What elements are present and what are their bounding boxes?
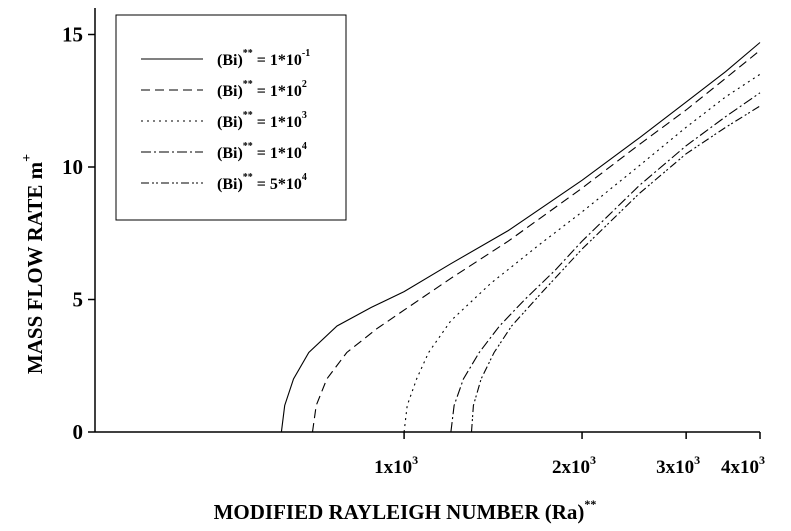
y-axis: 0 5 10 15 (62, 23, 95, 444)
x-tick-base: 3x10 (656, 457, 694, 478)
x-tick-label: 3x103 (656, 453, 700, 478)
x-axis: 1x103 2x103 3x103 4x103 (374, 432, 765, 478)
x-tick-exponent: 3 (412, 453, 418, 467)
plot-frame (94, 8, 760, 433)
y-axis-label-main: MASS FLOW RATE m (23, 161, 47, 374)
legend-label-main: (Bi) (217, 114, 243, 131)
x-tick-exponent: 3 (694, 453, 700, 467)
x-tick-base: 2x10 (552, 457, 590, 478)
legend-label-sup: ** (243, 79, 253, 90)
series-line-3 (403, 73, 761, 433)
legend-label-exp: 3 (302, 110, 307, 121)
legend-label-exp: 4 (302, 141, 307, 152)
legend-label-1: (Bi)** = 1*10-1 (217, 48, 310, 69)
legend-label-sup: ** (243, 141, 253, 152)
legend-label-3: (Bi)** = 1*103 (217, 110, 307, 131)
x-tick-label: 2x103 (552, 453, 596, 478)
legend-label-exp: -1 (302, 48, 310, 59)
series-line-2 (311, 49, 761, 433)
x-axis-label-sup: ** (584, 497, 596, 511)
legend-label-eq: = 1*10 (253, 145, 302, 162)
x-tick-label: 4x103 (721, 453, 765, 478)
legend-label-main: (Bi) (217, 52, 243, 69)
legend-label-main: (Bi) (217, 176, 243, 193)
y-axis-label: MASS FLOW RATE m+ (20, 154, 47, 374)
legend-label-5: (Bi)** = 5*104 (217, 172, 307, 193)
series-line-4 (450, 92, 761, 433)
y-tick-label: 10 (62, 155, 83, 179)
legend: (Bi)** = 1*10-1(Bi)** = 1*102(Bi)** = 1*… (115, 14, 347, 221)
y-axis-label-sup: + (20, 154, 35, 162)
legend-label-exp: 4 (302, 172, 307, 183)
legend-label-sup: ** (243, 110, 253, 121)
series-line-1 (280, 42, 761, 433)
legend-label-eq: = 1*10 (253, 52, 302, 69)
x-tick-label: 1x103 (374, 453, 418, 478)
legend-label-eq: = 5*10 (253, 176, 302, 193)
legend-label-main: (Bi) (217, 83, 243, 100)
legend-label-eq: = 1*10 (253, 114, 302, 131)
series-line-5 (470, 105, 761, 433)
y-tick-label: 15 (62, 23, 83, 47)
y-tick-label: 0 (73, 420, 84, 444)
legend-label-exp: 2 (302, 79, 307, 90)
legend-label-sup: ** (243, 48, 253, 59)
legend-label-sup: ** (243, 172, 253, 183)
x-tick-exponent: 3 (759, 453, 765, 467)
legend-label-main: (Bi) (217, 145, 243, 162)
x-tick-exponent: 3 (590, 453, 596, 467)
series-layer (280, 42, 761, 433)
x-axis-label-main: MODIFIED RAYLEIGH NUMBER (Ra) (214, 500, 585, 524)
legend-label-eq: = 1*10 (253, 83, 302, 100)
legend-box (115, 14, 347, 221)
y-tick-label: 5 (73, 288, 84, 312)
legend-label-2: (Bi)** = 1*102 (217, 79, 307, 100)
x-tick-base: 4x10 (721, 457, 759, 478)
x-axis-label: MODIFIED RAYLEIGH NUMBER (Ra)** (214, 497, 597, 524)
x-tick-base: 1x10 (374, 457, 412, 478)
legend-label-4: (Bi)** = 1*104 (217, 141, 307, 162)
